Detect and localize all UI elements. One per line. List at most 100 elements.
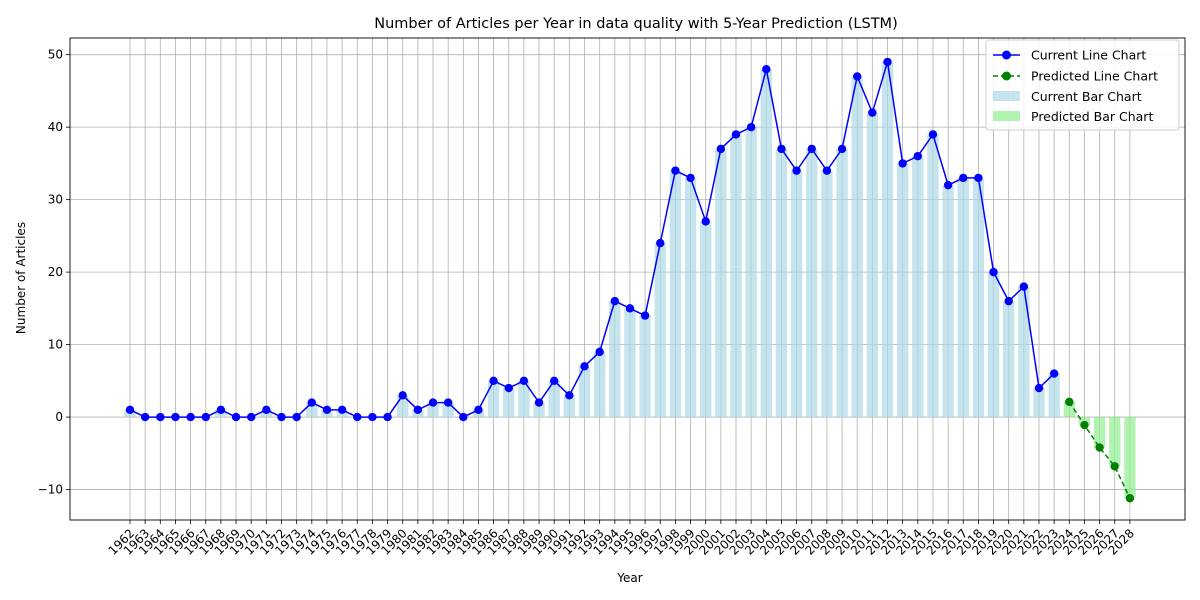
current-bar [624,308,636,418]
current-point [262,405,271,415]
legend-predicted-bar-label: Predicted Bar Chart [1031,109,1153,124]
current-bar [1033,388,1045,418]
current-bar [397,395,409,418]
current-bar [881,61,894,418]
current-point [504,383,513,393]
predicted-point [1095,443,1104,452]
predicted-bar [1063,401,1075,418]
predicted-point [1125,494,1135,503]
current-bar [427,402,439,418]
current-point [247,412,256,422]
current-point [337,405,347,415]
current-point [686,173,695,183]
current-point [322,405,332,415]
current-bar [503,388,515,418]
predicted-point [1065,397,1074,407]
current-bar [306,402,318,418]
current-point [534,398,544,407]
current-bar [639,315,651,418]
y-tick-label: 10 [48,338,63,352]
current-point [762,64,771,74]
current-point [640,311,650,320]
plot-frame [69,37,1186,521]
current-point [428,398,438,407]
current-point [140,412,150,422]
current-point [913,151,922,161]
line-layer [125,57,1135,503]
current-point [565,391,574,400]
current-point [731,130,741,139]
current-bar [518,380,530,418]
current-point [1034,383,1044,393]
current-point [186,412,195,422]
current-bar [972,177,985,418]
current-bar [548,380,560,418]
current-bar [563,395,576,418]
current-point [883,57,892,67]
current-bar [851,76,863,418]
current-bar [760,69,772,418]
current-point [413,405,423,415]
current-point [989,267,998,277]
current-bar [866,112,879,418]
current-bar [896,163,909,418]
current-point [822,166,832,175]
predicted-bar [1109,417,1121,467]
current-bar [745,127,757,418]
legend-predicted-bar-swatch [993,111,1020,121]
predicted-point [1080,420,1089,430]
legend-box [985,39,1180,131]
y-tick-label: 30 [48,193,63,207]
current-point [353,412,362,422]
current-bar [821,170,833,418]
chart-title: Number of Articles per Year in data qual… [374,16,897,32]
current-point [746,122,756,132]
legend-current-bar-swatch [993,91,1020,101]
current-point [1019,282,1029,291]
current-point [671,166,680,175]
current-point [1049,369,1059,378]
current-point [898,159,907,168]
legend: Current Line Chart Predicted Line Chart … [985,39,1180,131]
current-point [625,304,635,313]
current-bar [684,177,697,418]
current-bar [578,366,591,418]
current-bar [700,221,712,418]
legend-predicted-line-label: Predicted Line Chart [1031,69,1158,84]
current-point [519,376,529,386]
current-point [595,347,604,357]
current-point [277,412,286,422]
current-bar [775,148,788,418]
current-point [807,144,816,154]
bar-layer [124,61,1136,499]
current-bar [806,148,818,418]
current-point [868,108,877,117]
current-bar [836,148,848,418]
current-bar [927,134,939,418]
legend-predicted-line-marker [1002,71,1011,81]
legend-current-line-marker [1002,50,1011,60]
current-point [1004,296,1013,306]
current-point [201,412,210,422]
current-bar [442,402,454,418]
current-bar [609,301,621,418]
current-point [656,238,665,248]
current-point [368,412,377,422]
current-bar [987,272,1000,418]
current-point [550,376,559,386]
current-bar [715,148,727,418]
current-bar [957,177,969,418]
current-bar [654,243,666,418]
current-point [853,72,862,81]
current-point [837,144,847,154]
x-axis-title: Year [616,571,642,585]
current-bar [912,156,924,418]
predicted-bar [1093,417,1106,448]
current-point [974,173,983,183]
current-bar [942,185,954,418]
current-point [701,217,710,226]
current-point [125,405,135,415]
current-point [156,412,165,422]
current-bar [1018,286,1030,418]
